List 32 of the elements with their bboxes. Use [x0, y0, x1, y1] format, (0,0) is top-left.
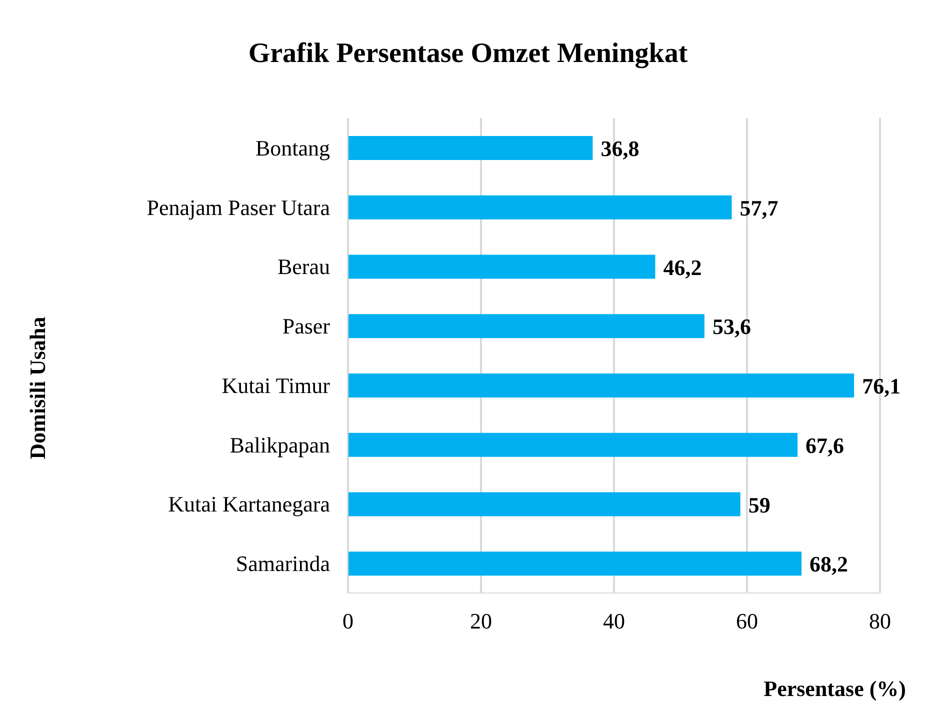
data-label: 68,2: [810, 552, 848, 577]
data-label: 59: [748, 492, 770, 518]
data-label: 57,7: [740, 195, 778, 220]
x-tick-label: 60: [736, 608, 758, 634]
x-axis-title: Persentase (%): [764, 676, 906, 702]
y-tick-label: Paser: [282, 314, 331, 339]
x-tick-label: 80: [869, 608, 891, 634]
data-label: 67,6: [806, 432, 844, 458]
bar: [348, 314, 704, 338]
bar: [348, 492, 740, 516]
x-tick-label: 40: [603, 608, 625, 634]
data-label: 36,8: [600, 136, 640, 161]
x-tick-label: 0: [342, 608, 354, 634]
bar: [348, 552, 802, 576]
y-tick-label: Kutai Kartanegara: [168, 492, 330, 517]
bar: [348, 136, 593, 160]
data-label: 76,1: [862, 374, 901, 398]
data-label: 53,6: [712, 314, 751, 340]
y-tick-label: Balikpapan: [230, 432, 330, 458]
y-tick-label: Kutai Timur: [222, 372, 331, 398]
y-tick-label: Berau: [277, 254, 330, 280]
y-axis-title: Domisili Usaha: [25, 316, 51, 460]
y-tick-label: Samarinda: [236, 551, 330, 576]
bar: [348, 254, 656, 279]
y-tick-label: Bontang: [255, 135, 330, 160]
data-label: 46,2: [663, 254, 702, 280]
bar: [348, 432, 798, 457]
y-tick-label: Penajam Paser Utara: [146, 194, 330, 220]
chart-title: Grafik Persentase Omzet Meningkat: [247, 38, 689, 70]
bar: [348, 374, 854, 398]
bar: [348, 195, 732, 220]
x-tick-label: 20: [470, 608, 492, 634]
